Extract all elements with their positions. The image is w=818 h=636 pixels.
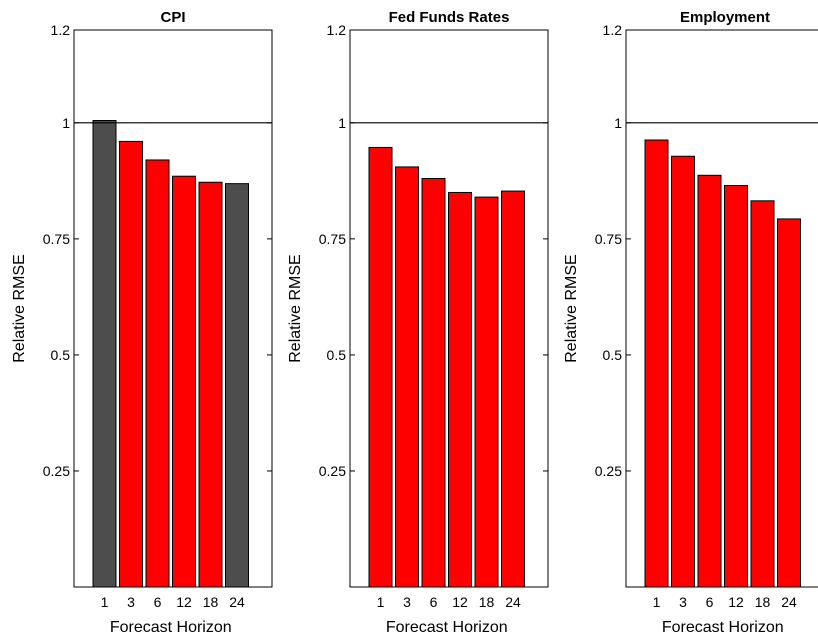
axes-frame (73, 29, 273, 588)
y-tick-label: 1.2 (603, 22, 623, 38)
x-tick-label: 1 (377, 594, 385, 610)
y-tick-label: 0.25 (595, 463, 622, 479)
x-tick-label: 6 (154, 594, 162, 610)
y-tick-label: 0.75 (43, 231, 70, 247)
x-tick-label: 6 (430, 594, 438, 610)
y-tick-label: 0.25 (43, 463, 70, 479)
bar-6 (421, 178, 446, 588)
x-tick-label: 12 (728, 594, 744, 610)
y-axis-label: Relative RMSE (287, 254, 304, 362)
y-tick-label: 0.5 (327, 347, 347, 363)
x-axis-label: Forecast Horizon (110, 619, 232, 636)
y-tick-label: 0.75 (319, 231, 346, 247)
y-axis-label: Relative RMSE (563, 254, 580, 362)
y-axis-label: Relative RMSE (11, 254, 28, 362)
y-tick-label: 0.25 (319, 463, 346, 479)
x-tick-label: 3 (403, 594, 411, 610)
x-tick-label: 3 (127, 594, 135, 610)
bar-18 (750, 200, 775, 588)
bar-1 (644, 139, 669, 588)
x-tick-label: 6 (706, 594, 714, 610)
chart-panel-3: 1 3 6 12 18 24 0.25 0.5 0.75 1 1.2 Employment Foreca… (563, 9, 818, 636)
x-tick-label: 18 (479, 594, 495, 610)
x-tick-label: 24 (781, 594, 797, 610)
y-tick-label: 1.2 (327, 22, 347, 38)
chart-title: Employment (680, 9, 770, 26)
bar-18 (198, 181, 223, 588)
axes-frame (349, 29, 549, 588)
bar-24 (225, 183, 249, 588)
y-tick-label: 1 (338, 115, 346, 131)
bar-1 (92, 120, 117, 588)
x-tick-label: 18 (755, 594, 771, 610)
x-tick-label: 3 (679, 594, 687, 610)
x-tick-label: 1 (101, 594, 109, 610)
x-axis-label: Forecast Horizon (662, 619, 784, 636)
x-tick-label: 12 (176, 594, 192, 610)
bar-3 (395, 166, 419, 588)
bar-12 (724, 184, 748, 588)
y-tick-label: 1.2 (51, 22, 71, 38)
y-tick-label: 0.5 (603, 347, 623, 363)
bar-24 (501, 190, 525, 588)
x-tick-label: 24 (505, 594, 521, 610)
y-tick-label: 0.5 (51, 347, 71, 363)
chart-title: Fed Funds Rates (389, 9, 510, 26)
x-tick-label: 24 (229, 594, 245, 610)
axes-frame (625, 29, 818, 588)
x-tick-label: 18 (203, 594, 219, 610)
x-tick-label: 1 (653, 594, 661, 610)
y-tick-label: 1 (614, 115, 622, 131)
chart-panel-1: 1 3 6 12 18 24 0.25 0.5 0.75 1 1.2 CPI Forecast Hori… (11, 9, 273, 636)
y-tick-label: 0.75 (595, 231, 622, 247)
bar-18 (474, 196, 499, 588)
y-tick-label: 1 (62, 115, 70, 131)
bar-3 (671, 155, 695, 588)
chart-panel-2: 1 3 6 12 18 24 0.25 0.5 0.75 1 1.2 Fed Funds Rates F… (287, 9, 549, 636)
chart-title: CPI (160, 9, 185, 26)
bar-3 (119, 140, 143, 588)
bar-1 (368, 146, 393, 588)
bar-6 (145, 159, 170, 588)
bar-6 (697, 174, 722, 588)
bar-12 (172, 175, 196, 588)
x-tick-label: 12 (452, 594, 468, 610)
bar-12 (448, 191, 472, 588)
bar-24 (777, 218, 801, 588)
x-axis-label: Forecast Horizon (386, 619, 508, 636)
